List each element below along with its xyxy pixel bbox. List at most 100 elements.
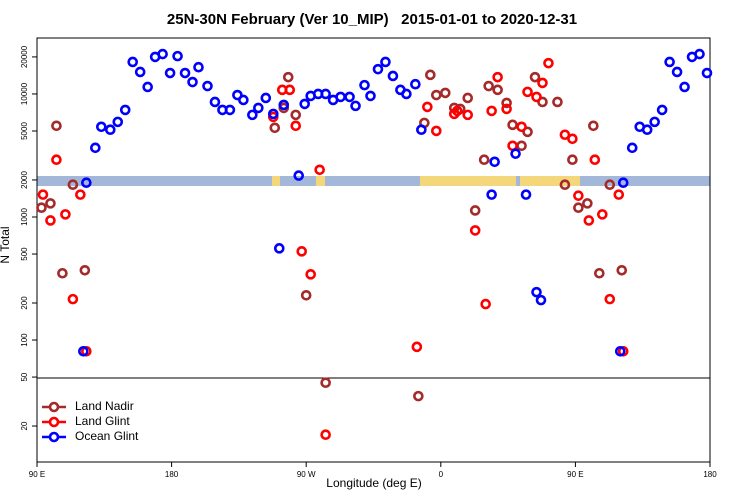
point: [134, 66, 146, 78]
point: [372, 63, 384, 75]
point: [694, 48, 705, 60]
point: [305, 269, 316, 280]
x-axis-label: Longitude (deg E): [326, 476, 421, 490]
point: [492, 71, 503, 83]
point: [679, 81, 690, 93]
point: [320, 88, 331, 100]
point: [462, 92, 474, 104]
point: [36, 202, 47, 213]
x-tick-label: 180: [703, 470, 717, 479]
point: [431, 89, 442, 101]
point: [413, 390, 424, 402]
point: [573, 190, 584, 201]
point: [78, 345, 89, 357]
point: [293, 170, 305, 181]
plot-frame: [36, 37, 711, 463]
point: [529, 71, 541, 83]
y-tick-label: 500: [20, 247, 29, 261]
point: [604, 293, 616, 305]
point: [439, 87, 451, 99]
point: [616, 264, 628, 276]
point: [559, 129, 571, 141]
point: [614, 345, 626, 357]
point: [583, 215, 595, 226]
point: [104, 124, 116, 136]
map-land: [420, 176, 516, 186]
y-tick-label: 50: [20, 372, 29, 381]
legend-label: Land Nadir: [75, 399, 134, 413]
point: [531, 91, 542, 103]
x-tick-label: 90 E: [29, 470, 45, 479]
point: [142, 81, 153, 93]
point: [320, 429, 331, 441]
point: [202, 80, 213, 92]
point: [81, 177, 92, 188]
point: [45, 198, 56, 209]
x-tick-label: 180: [165, 470, 179, 479]
point: [51, 120, 62, 132]
y-axis-label: N Total: [0, 226, 12, 263]
point: [480, 298, 491, 310]
point: [350, 100, 361, 112]
point: [278, 99, 290, 111]
point: [67, 179, 79, 191]
point: [224, 104, 236, 116]
point: [613, 189, 625, 200]
point: [193, 61, 204, 73]
point: [501, 103, 512, 115]
point: [516, 121, 527, 133]
point: [594, 267, 605, 279]
legend-marker: [48, 401, 60, 413]
point: [314, 164, 325, 176]
point: [60, 209, 71, 220]
point: [253, 102, 264, 114]
point: [489, 156, 500, 168]
point: [535, 294, 547, 306]
map-land: [520, 176, 580, 186]
point: [172, 50, 183, 62]
y-tick-label: 20: [20, 421, 29, 430]
point: [552, 96, 563, 108]
point: [501, 97, 512, 109]
point: [157, 48, 168, 60]
point: [335, 91, 346, 103]
point: [320, 377, 331, 388]
point: [209, 96, 221, 108]
point: [410, 78, 421, 90]
legend-label: Land Glint: [75, 414, 130, 428]
point: [380, 56, 391, 68]
point: [617, 177, 629, 188]
point: [112, 116, 124, 128]
point: [282, 71, 294, 83]
y-tick-label: 5000: [20, 122, 29, 140]
point: [559, 179, 571, 191]
point: [365, 90, 376, 102]
map-ocean: [37, 176, 710, 186]
point: [649, 116, 660, 128]
legend-label: Ocean Glint: [75, 429, 139, 443]
point: [387, 70, 399, 82]
point: [486, 189, 497, 200]
point: [179, 67, 191, 79]
point: [96, 121, 107, 133]
map-land: [316, 176, 325, 186]
y-tick-label: 10000: [20, 82, 29, 105]
point: [290, 109, 302, 121]
point: [567, 154, 578, 166]
point: [411, 341, 423, 353]
point: [537, 96, 548, 108]
point: [701, 67, 713, 79]
point: [492, 84, 503, 96]
point: [401, 88, 412, 100]
x-tick-label: 0: [439, 470, 444, 479]
point: [296, 246, 308, 257]
y-tick-label: 2000: [20, 171, 29, 189]
point: [267, 108, 279, 120]
chart-title: 25N-30N February (Ver 10_MIP) 2015-01-01…: [167, 11, 577, 28]
point: [238, 94, 249, 106]
point: [425, 69, 436, 81]
point: [582, 198, 593, 209]
point: [90, 142, 101, 154]
point: [469, 225, 481, 236]
